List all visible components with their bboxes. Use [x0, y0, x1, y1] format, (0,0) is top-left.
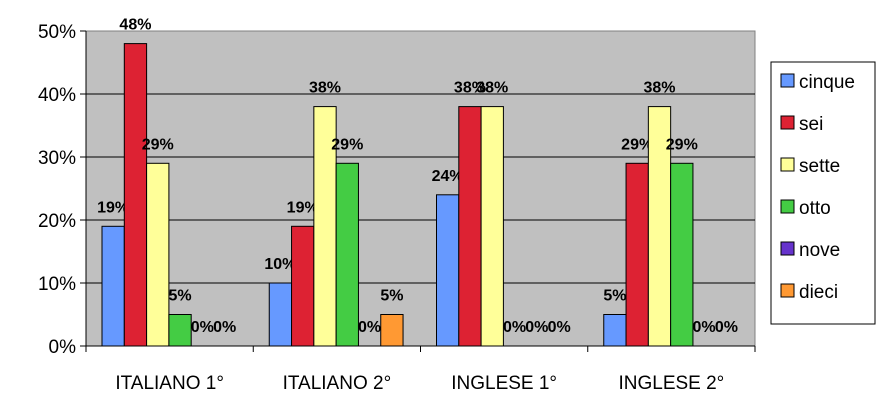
data-label: 0% [548, 319, 571, 336]
bar-cinque [603, 314, 627, 347]
y-tick-label: 30% [38, 148, 76, 169]
legend-swatch-nove [780, 241, 795, 256]
legend-swatch-sette [780, 157, 795, 172]
data-label: 5% [380, 288, 403, 305]
bar-sette [146, 162, 170, 347]
legend-label: nove [799, 240, 840, 261]
legend-swatch-otto [780, 199, 795, 214]
legend-label: otto [799, 198, 831, 219]
legend-swatch-dieci [780, 283, 795, 298]
bar-sette [480, 106, 504, 347]
data-label: 0% [715, 319, 738, 336]
data-label: 0% [503, 319, 526, 336]
legend-label: dieci [799, 282, 838, 303]
data-label: 48% [119, 17, 151, 34]
legend-swatch-sei [780, 115, 795, 130]
y-tick-label: 0% [49, 337, 77, 358]
legend [770, 61, 876, 325]
data-label: 19% [287, 199, 319, 216]
data-label: 5% [603, 288, 626, 305]
data-label: 0% [213, 319, 236, 336]
y-tick-label: 40% [38, 85, 76, 106]
bar-sei [458, 106, 482, 347]
y-tick-label: 50% [38, 22, 76, 43]
legend-label: sette [799, 156, 840, 177]
bar-otto [335, 162, 359, 347]
legend-swatch-cinque [780, 73, 795, 88]
bar-otto [168, 314, 192, 347]
data-label: 10% [264, 256, 296, 273]
x-tick-label: INGLESE 1° [451, 373, 557, 394]
data-label: 29% [666, 136, 698, 153]
bar-sei [123, 43, 148, 347]
bar-dieci [380, 314, 404, 347]
y-tick-label: 10% [38, 274, 76, 295]
data-label: 0% [525, 319, 548, 336]
legend-label: cinque [799, 72, 855, 93]
bar-sei [625, 162, 649, 347]
data-label: 24% [432, 168, 464, 185]
bar-cinque [268, 282, 293, 347]
data-label: 38% [309, 80, 341, 97]
data-label: 29% [621, 136, 653, 153]
data-label: 0% [191, 319, 214, 336]
data-label: 29% [142, 136, 174, 153]
x-tick-label: INGLESE 2° [618, 373, 724, 394]
data-label: 29% [331, 136, 363, 153]
bar-sei [291, 225, 315, 347]
data-label: 0% [358, 319, 381, 336]
bar-cinque [101, 225, 125, 347]
data-label: 19% [97, 199, 129, 216]
data-label: 0% [693, 319, 716, 336]
x-tick-label: ITALIANO 2° [283, 373, 392, 394]
legend-label: sei [799, 114, 823, 135]
data-label: 38% [643, 80, 675, 97]
data-label: 38% [476, 80, 508, 97]
y-tick-label: 20% [38, 211, 76, 232]
x-tick-label: ITALIANO 1° [115, 373, 224, 394]
data-label: 5% [168, 288, 191, 305]
bar-otto [670, 162, 694, 347]
bar-cinque [436, 194, 460, 347]
data-label: 38% [454, 80, 486, 97]
